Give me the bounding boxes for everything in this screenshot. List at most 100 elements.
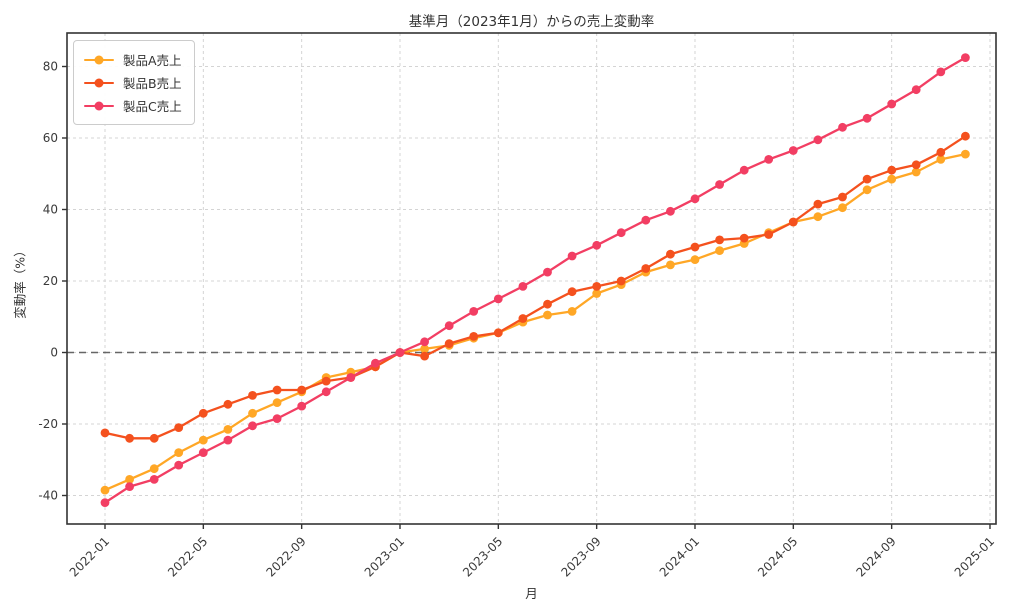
legend-line-marker-swatch xyxy=(84,55,114,65)
data-point xyxy=(248,408,257,418)
data-point xyxy=(813,199,823,209)
legend-label: 製品C売上 xyxy=(123,99,182,114)
data-point xyxy=(838,122,847,132)
data-point xyxy=(493,328,503,338)
data-point xyxy=(321,387,331,397)
data-point xyxy=(862,185,872,195)
x-tick-label: 2022-01 xyxy=(67,534,112,579)
x-axis-label: 月 xyxy=(525,586,538,601)
data-point xyxy=(444,339,454,348)
data-point xyxy=(764,230,774,239)
data-point xyxy=(862,113,872,123)
data-point xyxy=(223,425,233,434)
data-point xyxy=(690,255,700,264)
y-axis-label: 変動率（%） xyxy=(12,244,28,319)
data-point xyxy=(248,421,257,431)
data-point xyxy=(272,385,282,395)
data-point xyxy=(543,299,552,309)
y-tick-label: 20 xyxy=(43,274,58,288)
data-point xyxy=(444,321,454,331)
data-point xyxy=(936,147,946,157)
data-point xyxy=(739,233,749,243)
data-point xyxy=(174,423,184,432)
data-point xyxy=(592,282,602,291)
data-point xyxy=(961,149,970,159)
data-point xyxy=(100,428,110,438)
x-tick-label: 2023-01 xyxy=(362,534,407,579)
data-point xyxy=(788,146,798,155)
data-point xyxy=(813,212,823,222)
data-point xyxy=(149,433,159,443)
legend-label: 製品A売上 xyxy=(123,53,182,68)
data-point xyxy=(666,206,675,216)
data-point xyxy=(961,131,970,141)
data-point xyxy=(690,242,700,252)
y-tick-label: -20 xyxy=(38,417,58,431)
data-point xyxy=(764,155,774,164)
data-point xyxy=(715,180,724,189)
data-point xyxy=(125,475,134,484)
data-point xyxy=(174,460,184,470)
data-point xyxy=(469,307,479,316)
x-tick-label: 2024-05 xyxy=(755,534,800,579)
data-point xyxy=(198,448,208,457)
legend-item: 製品C売上 xyxy=(84,94,182,117)
data-point xyxy=(149,464,159,474)
series-line xyxy=(103,56,967,504)
data-point xyxy=(223,435,233,445)
data-point xyxy=(469,332,479,341)
x-tick-label: 2024-09 xyxy=(853,534,898,579)
data-point xyxy=(395,348,405,357)
data-point xyxy=(715,246,724,256)
legend-item: 製品A売上 xyxy=(84,48,182,71)
x-tick-label: 2023-09 xyxy=(558,534,603,579)
x-tick-label: 2024-01 xyxy=(657,534,702,579)
data-point xyxy=(543,310,552,320)
data-point xyxy=(174,448,184,457)
data-point xyxy=(272,398,282,407)
data-point xyxy=(887,165,897,175)
data-point xyxy=(198,408,208,418)
data-point xyxy=(100,485,110,495)
x-tick-label: 2023-05 xyxy=(460,534,505,579)
data-point xyxy=(961,53,970,62)
y-tick-label: 60 xyxy=(43,131,58,145)
legend: 製品A売上製品B売上製品C売上 xyxy=(73,40,195,125)
data-point xyxy=(567,287,577,297)
axes-box xyxy=(66,32,997,525)
data-point xyxy=(420,344,429,354)
data-point xyxy=(690,194,700,204)
data-point xyxy=(911,160,921,170)
data-point xyxy=(297,401,307,411)
data-point xyxy=(936,155,946,164)
data-point xyxy=(666,249,675,259)
data-point xyxy=(715,235,724,245)
data-point xyxy=(813,135,823,145)
data-point xyxy=(420,337,429,347)
data-point xyxy=(567,251,577,261)
data-point xyxy=(518,314,528,323)
y-tick-label: 0 xyxy=(50,346,58,360)
data-point xyxy=(149,475,159,484)
data-point xyxy=(666,260,675,270)
data-point xyxy=(272,414,282,423)
series-line xyxy=(103,152,967,492)
data-point xyxy=(911,85,921,95)
data-point xyxy=(641,215,651,225)
legend-label: 製品B売上 xyxy=(123,76,182,91)
data-point xyxy=(936,67,946,77)
data-point xyxy=(420,351,429,361)
data-point xyxy=(592,289,602,298)
data-point xyxy=(198,435,208,445)
y-tick-label: 80 xyxy=(43,60,58,74)
data-point xyxy=(125,433,134,443)
x-tick-label: 2025-01 xyxy=(952,534,997,579)
data-point xyxy=(838,192,847,202)
data-point xyxy=(223,399,233,409)
data-point xyxy=(346,373,356,382)
data-point xyxy=(911,167,921,177)
y-tick-label: -40 xyxy=(38,489,58,503)
legend-item: 製品B売上 xyxy=(84,71,182,94)
data-point xyxy=(616,276,626,286)
